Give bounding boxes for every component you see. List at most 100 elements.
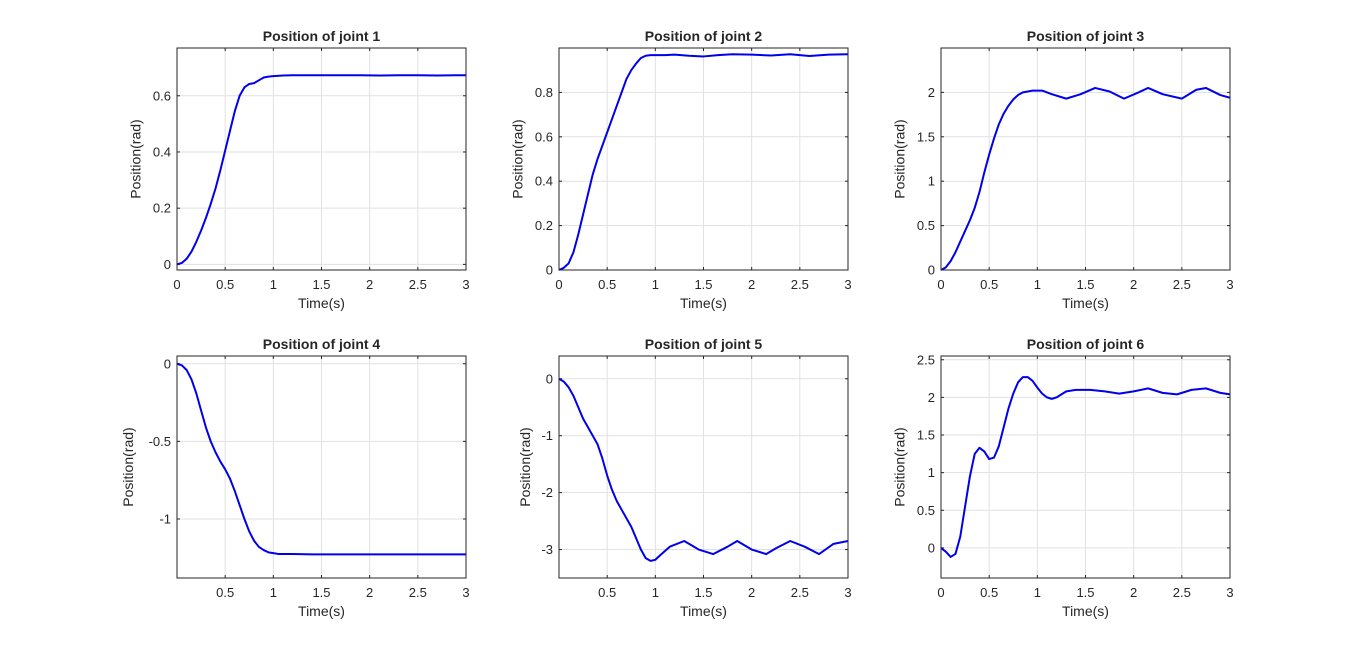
y-tick-label: -3 bbox=[541, 542, 553, 557]
y-tick-label: 2.5 bbox=[917, 352, 935, 367]
y-tick-label: 0.4 bbox=[535, 174, 553, 189]
chart-title: Position of joint 1 bbox=[263, 28, 381, 44]
y-tick-label: 2 bbox=[928, 390, 935, 405]
subplot-joint-1: 0 0.5 1 1.5 2 2.5 3 0 0.2 0.4 0.6 Position of joint… bbox=[128, 28, 470, 311]
y-tick-label: 0 bbox=[928, 540, 935, 555]
x-tick-label: 1 bbox=[1034, 585, 1041, 600]
x-axis-label: Time(s) bbox=[680, 295, 727, 311]
y-tick-label: 2 bbox=[928, 85, 935, 100]
y-tick-label: 1.5 bbox=[917, 428, 935, 443]
x-axis-label: Time(s) bbox=[680, 603, 727, 619]
y-axis-label: Position(rad) bbox=[120, 427, 136, 506]
y-tick-label: 0 bbox=[164, 356, 171, 371]
axes-box bbox=[558, 47, 849, 271]
subplot-joint-3: 0 0.5 1 1.5 2 2.5 3 0 0.5 1 1.5 2 Position of joint … bbox=[892, 28, 1234, 311]
x-tick-label: 3 bbox=[844, 277, 851, 292]
x-axis-label: Time(s) bbox=[298, 603, 345, 619]
x-tick-label: 1.5 bbox=[1076, 585, 1094, 600]
x-tick-label: 3 bbox=[462, 277, 469, 292]
series-line bbox=[940, 86, 1231, 271]
series-line bbox=[558, 53, 849, 271]
y-tick-label: 0 bbox=[928, 263, 935, 278]
x-tick-label: 3 bbox=[844, 585, 851, 600]
axes-box bbox=[558, 355, 849, 579]
x-tick-label: 1 bbox=[270, 277, 277, 292]
chart-title: Position of joint 6 bbox=[1027, 336, 1145, 352]
x-tick-label: 2.5 bbox=[791, 585, 809, 600]
x-axis-label: Time(s) bbox=[298, 295, 345, 311]
chart-title: Position of joint 2 bbox=[645, 28, 763, 44]
y-tick-label: -2 bbox=[541, 485, 553, 500]
subplot-joint-6: 0 0.5 1 1.5 2 2.5 3 0 0.5 1 1.5 2 2.5 Position of joi… bbox=[892, 336, 1234, 619]
x-tick-label: 0.5 bbox=[980, 277, 998, 292]
y-axis-label: Position(rad) bbox=[128, 119, 144, 198]
chart-title: Position of joint 3 bbox=[1027, 28, 1145, 44]
series-line bbox=[176, 362, 466, 556]
x-tick-label: 3 bbox=[1226, 585, 1233, 600]
y-tick-label: 1 bbox=[928, 174, 935, 189]
y-tick-label: 0 bbox=[164, 257, 171, 272]
y-tick-label: 0.2 bbox=[535, 218, 553, 233]
x-tick-label: 0 bbox=[937, 277, 944, 292]
x-tick-label: 0 bbox=[173, 277, 180, 292]
x-tick-label: 1 bbox=[652, 277, 659, 292]
x-tick-label: 0.5 bbox=[216, 277, 234, 292]
x-tick-label: 1 bbox=[1034, 277, 1041, 292]
y-tick-label: 1 bbox=[928, 465, 935, 480]
subplot-joint-2: 0 0.5 1 1.5 2 2.5 3 0 0.2 0.4 0.6 0.8 Position of jo… bbox=[510, 28, 852, 311]
y-axis-label: Position(rad) bbox=[510, 119, 526, 198]
y-tick-label: 0 bbox=[546, 371, 553, 386]
y-tick-label: -1 bbox=[159, 512, 171, 527]
x-tick-label: 2.5 bbox=[409, 585, 427, 600]
x-tick-label: 1.5 bbox=[694, 585, 712, 600]
subplot-joint-4: 0.5 1 1.5 2 2.5 3 -1 -0.5 0 Position of joint 4 Ti… bbox=[120, 336, 470, 619]
y-axis-label: Position(rad) bbox=[892, 427, 908, 506]
y-tick-label: 0.4 bbox=[153, 144, 171, 159]
y-tick-label: -0.5 bbox=[149, 434, 171, 449]
series-line bbox=[558, 377, 849, 562]
x-tick-label: 2 bbox=[366, 277, 373, 292]
x-tick-label: 0 bbox=[555, 277, 562, 292]
y-axis-label: Position(rad) bbox=[892, 119, 908, 198]
x-tick-label: 0.5 bbox=[216, 585, 234, 600]
axes-box bbox=[176, 47, 467, 271]
x-tick-label: 2.5 bbox=[409, 277, 427, 292]
x-tick-label: 3 bbox=[1226, 277, 1233, 292]
x-tick-label: 1.5 bbox=[312, 277, 330, 292]
x-tick-label: 1.5 bbox=[694, 277, 712, 292]
subplot-joint-5: 0.5 1 1.5 2 2.5 3 -3 -2 -1 0 Position of joint 5 Ti… bbox=[517, 336, 852, 619]
y-tick-label: 0.6 bbox=[153, 88, 171, 103]
x-tick-label: 1 bbox=[652, 585, 659, 600]
x-axis-label: Time(s) bbox=[1062, 295, 1109, 311]
x-tick-label: 1 bbox=[270, 585, 277, 600]
x-tick-label: 0.5 bbox=[598, 277, 616, 292]
y-tick-label: -1 bbox=[541, 428, 553, 443]
x-tick-label: 2.5 bbox=[791, 277, 809, 292]
chart-title: Position of joint 5 bbox=[645, 336, 763, 352]
y-tick-label: 0.8 bbox=[535, 85, 553, 100]
y-tick-label: 0 bbox=[546, 263, 553, 278]
x-tick-label: 2 bbox=[748, 277, 755, 292]
series-line bbox=[940, 376, 1231, 558]
x-tick-label: 2 bbox=[366, 585, 373, 600]
axes-box bbox=[940, 47, 1231, 271]
x-tick-label: 2.5 bbox=[1173, 585, 1191, 600]
x-tick-label: 2 bbox=[1130, 277, 1137, 292]
x-tick-label: 1.5 bbox=[1076, 277, 1094, 292]
x-tick-label: 2.5 bbox=[1173, 277, 1191, 292]
axes-box bbox=[940, 355, 1231, 579]
y-tick-label: 0.6 bbox=[535, 129, 553, 144]
x-tick-label: 0.5 bbox=[598, 585, 616, 600]
chart-title: Position of joint 4 bbox=[263, 336, 381, 352]
y-tick-label: 1.5 bbox=[917, 129, 935, 144]
y-tick-label: 0.5 bbox=[917, 218, 935, 233]
x-tick-label: 2 bbox=[748, 585, 755, 600]
series-line bbox=[176, 74, 466, 266]
y-axis-label: Position(rad) bbox=[517, 427, 533, 506]
axes-box bbox=[176, 355, 467, 579]
x-tick-label: 2 bbox=[1130, 585, 1137, 600]
y-tick-label: 0.2 bbox=[153, 201, 171, 216]
y-tick-label: 0.5 bbox=[917, 503, 935, 518]
x-axis-label: Time(s) bbox=[1062, 603, 1109, 619]
